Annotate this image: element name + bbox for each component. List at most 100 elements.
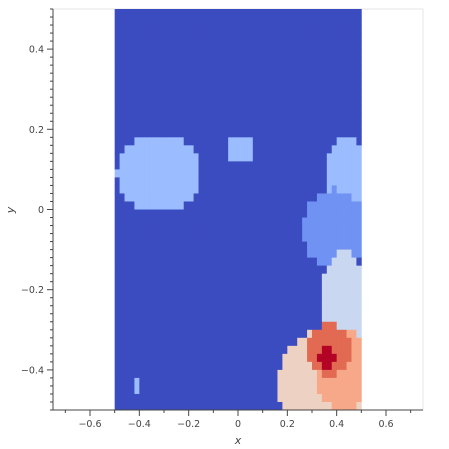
heatmap-cell: [257, 113, 264, 122]
heatmap-cell: [183, 225, 190, 234]
heatmap-cell: [173, 33, 180, 42]
heatmap-cell: [356, 257, 362, 267]
heatmap-cell: [316, 201, 323, 210]
heatmap-cell: [188, 225, 194, 234]
heatmap-cell: [247, 121, 254, 130]
heatmap-cell: [351, 73, 357, 82]
heatmap-cell: [173, 273, 180, 283]
heatmap-cell: [139, 401, 145, 411]
heatmap-cell: [218, 73, 224, 82]
heatmap-cell: [188, 257, 194, 267]
heatmap-cell: [173, 337, 180, 347]
heatmap-cell: [139, 57, 145, 66]
heatmap-cell: [242, 113, 249, 122]
heatmap-cell: [312, 145, 318, 154]
heatmap-cell: [223, 49, 229, 58]
heatmap-cell: [257, 137, 264, 146]
heatmap-cell: [321, 313, 328, 323]
heatmap-cell: [178, 361, 185, 371]
heatmap-cell: [208, 41, 214, 50]
heatmap-cell: [129, 41, 135, 50]
heatmap-cell: [282, 345, 288, 355]
heatmap-cell: [346, 81, 352, 90]
heatmap-cell: [341, 113, 347, 122]
heatmap-cell: [272, 153, 278, 162]
heatmap-cell: [302, 65, 308, 74]
heatmap-cell: [346, 129, 352, 138]
heatmap-cell: [238, 313, 244, 323]
heatmap-cell: [173, 353, 180, 363]
heatmap-cell: [292, 81, 298, 90]
heatmap-cell: [336, 265, 342, 275]
heatmap-cell: [277, 129, 283, 138]
heatmap-cell: [267, 273, 273, 283]
heatmap-cell: [257, 393, 264, 403]
heatmap-cell: [331, 113, 338, 122]
heatmap-cell: [203, 73, 209, 82]
heatmap-cell: [277, 241, 283, 250]
heatmap-cell: [336, 121, 342, 130]
heatmap-cell: [316, 297, 323, 307]
heatmap-cell: [124, 209, 130, 218]
heatmap-cell: [114, 297, 120, 307]
heatmap-cell: [178, 385, 185, 395]
heatmap-cell: [307, 129, 313, 138]
heatmap-cell: [203, 121, 209, 130]
heatmap-cell: [238, 97, 244, 106]
heatmap-cell: [257, 345, 264, 355]
heatmap-cell: [287, 129, 293, 138]
heatmap-cell: [326, 361, 333, 371]
x-axis-label: x: [234, 434, 242, 447]
heatmap-cell: [302, 81, 308, 90]
heatmap-cell: [154, 337, 160, 347]
heatmap-cell: [316, 345, 323, 355]
heatmap-cell: [282, 297, 288, 307]
heatmap-cell: [272, 57, 278, 66]
heatmap-cell: [316, 113, 323, 122]
heatmap-cell: [154, 41, 160, 50]
heatmap-cell: [316, 57, 323, 66]
heatmap-cell: [252, 169, 259, 178]
heatmap-cell: [247, 105, 254, 114]
heatmap-cell: [262, 137, 268, 146]
heatmap-cell: [247, 177, 254, 186]
heatmap-cell: [193, 353, 199, 363]
heatmap-cell: [252, 249, 259, 259]
heatmap-cell: [282, 377, 288, 387]
heatmap-cell: [218, 97, 224, 106]
heatmap-cell: [238, 41, 244, 50]
heatmap-cell: [297, 193, 303, 202]
heatmap-cell: [193, 369, 199, 379]
heatmap-cell: [257, 217, 264, 226]
heatmap-cell: [331, 233, 338, 242]
heatmap-cell: [144, 265, 150, 275]
heatmap-cell: [159, 369, 165, 379]
heatmap-cell: [178, 249, 185, 259]
heatmap-cell: [213, 401, 219, 411]
heatmap-cell: [302, 297, 308, 307]
heatmap-cell: [188, 273, 194, 283]
heatmap-cell: [173, 361, 180, 371]
heatmap-cell: [164, 105, 170, 114]
heatmap-cell: [302, 345, 308, 355]
heatmap-cell: [228, 209, 234, 218]
heatmap-cell: [297, 209, 303, 218]
heatmap-cell: [218, 193, 224, 202]
heatmap-cell: [351, 361, 357, 371]
heatmap-cell: [316, 145, 323, 154]
heatmap-cell: [326, 369, 333, 379]
heatmap-cell: [307, 217, 313, 226]
heatmap-cell: [312, 345, 318, 355]
heatmap-cell: [168, 273, 175, 283]
heatmap-cell: [238, 129, 244, 138]
heatmap-cell: [183, 217, 190, 226]
heatmap-cell: [346, 257, 352, 267]
heatmap-cell: [124, 177, 130, 186]
heatmap-cell: [336, 113, 342, 122]
heatmap-cell: [297, 257, 303, 267]
heatmap-cell: [139, 361, 145, 371]
heatmap-cell: [154, 329, 160, 339]
heatmap-cell: [114, 25, 120, 34]
heatmap-cell: [297, 361, 303, 371]
heatmap-cell: [233, 337, 239, 347]
